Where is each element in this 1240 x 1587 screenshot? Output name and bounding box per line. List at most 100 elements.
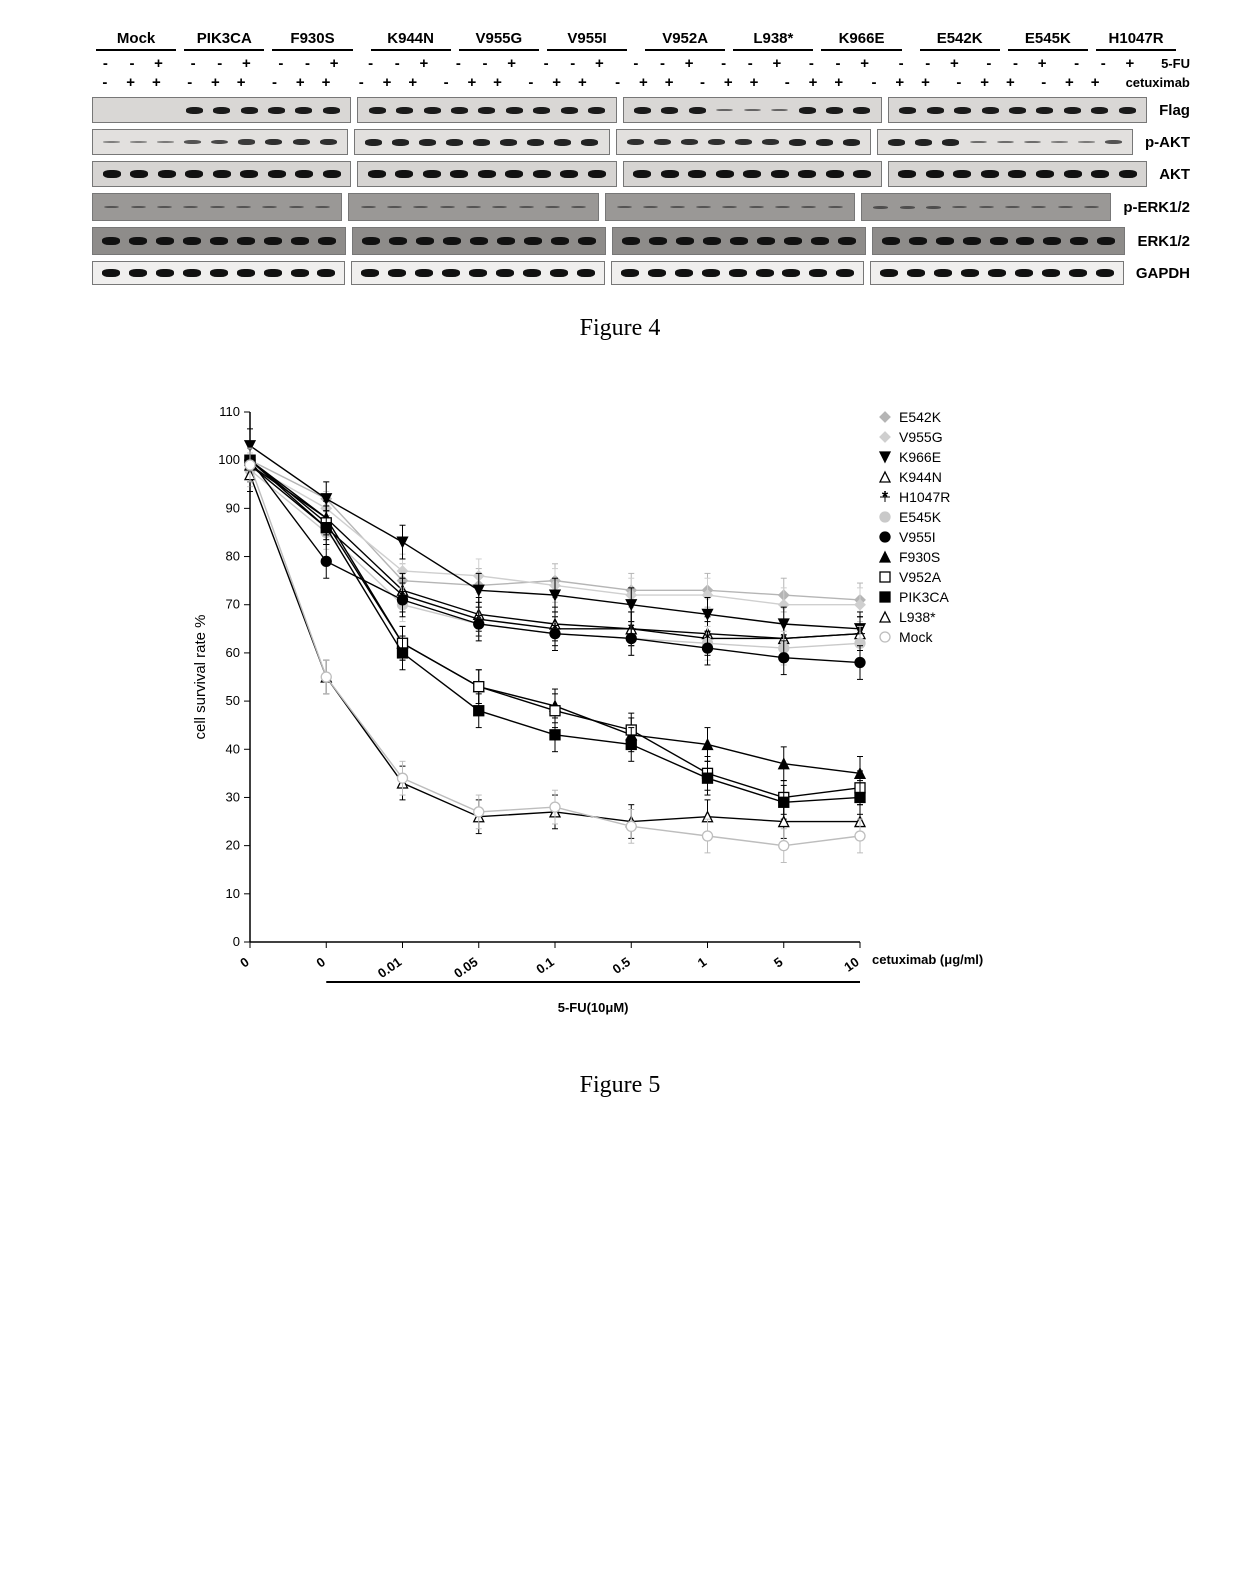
band: [828, 206, 843, 209]
treatment-sign: -: [268, 55, 295, 72]
band: [424, 107, 441, 114]
band: [1016, 237, 1034, 245]
svg-text:5: 5: [771, 954, 786, 970]
treatment-sign: +: [313, 74, 339, 91]
band: [1005, 206, 1020, 209]
band: [577, 269, 595, 277]
treatment-sign: -: [798, 55, 825, 72]
treatment-label: cetuximab: [1126, 75, 1190, 90]
treatment-sign: -: [559, 55, 586, 72]
band: [826, 107, 843, 114]
treatment-sign: -: [623, 55, 650, 72]
band: [649, 237, 667, 245]
group-label: H1047R: [1096, 30, 1176, 51]
band: [240, 170, 258, 178]
treatment-sign: +: [118, 74, 144, 91]
band: [496, 269, 514, 277]
band: [627, 139, 644, 145]
band: [318, 237, 336, 245]
band: [103, 170, 121, 178]
group-label: L938*: [733, 30, 813, 51]
band: [661, 107, 678, 114]
treatment-sign: +: [764, 55, 791, 72]
band: [395, 170, 413, 178]
band: [729, 269, 747, 277]
band: [396, 107, 413, 114]
band: [744, 109, 761, 112]
treatment-sign: +: [941, 55, 968, 72]
treatment-sign: -: [914, 55, 941, 72]
svg-text:1: 1: [695, 954, 710, 970]
treatment-sign: +: [826, 74, 852, 91]
treatment-sign: +: [1117, 55, 1144, 72]
band: [1008, 170, 1026, 178]
band: [186, 107, 203, 114]
blot-row-label: ERK1/2: [1137, 233, 1190, 250]
band: [130, 170, 148, 178]
band: [317, 269, 335, 277]
treatment-sign: +: [203, 74, 229, 91]
band: [210, 269, 228, 277]
treatment-sign: +: [800, 74, 826, 91]
band: [708, 139, 725, 145]
band: [545, 206, 560, 209]
svg-text:cetuximab (μg/ml): cetuximab (μg/ml): [872, 952, 983, 967]
group-label: PIK3CA: [184, 30, 264, 51]
band: [799, 107, 816, 114]
treatment-sign: +: [1057, 74, 1083, 91]
group-label: V952A: [645, 30, 725, 51]
band: [1091, 170, 1109, 178]
treatment-sign: -: [262, 74, 288, 91]
treatment-sign: -: [533, 55, 560, 72]
band: [961, 269, 979, 277]
blot-panel: [611, 261, 864, 285]
band: [184, 140, 201, 144]
blot-panel: [888, 161, 1147, 187]
treatment-sign: +: [287, 74, 313, 91]
band: [446, 139, 463, 146]
treatment-sign: -: [180, 55, 207, 72]
band: [183, 206, 198, 209]
band: [213, 170, 231, 178]
svg-text:30: 30: [226, 789, 240, 804]
band: [681, 139, 698, 145]
band: [1036, 170, 1054, 178]
svg-text:cell survival rate %: cell survival rate %: [192, 614, 209, 739]
blot-row-label: GAPDH: [1136, 265, 1190, 282]
treatment-sign: -: [433, 74, 459, 91]
blot-panel: [888, 97, 1147, 123]
band: [811, 237, 829, 245]
band: [775, 206, 790, 209]
treatment-sign: +: [887, 74, 913, 91]
band: [157, 141, 174, 143]
band: [702, 269, 720, 277]
band: [478, 107, 495, 114]
band: [368, 170, 386, 178]
svg-text:E545K: E545K: [899, 509, 942, 525]
svg-text:H1047R: H1047R: [899, 489, 950, 505]
blot-panel: [872, 227, 1126, 255]
svg-text:10: 10: [841, 954, 861, 975]
band: [295, 170, 313, 178]
treatment-sign: -: [445, 55, 472, 72]
blot-row: p-ERK1/2: [50, 193, 1190, 221]
treatment-sign: -: [1031, 74, 1057, 91]
treatment-sign: +: [411, 55, 438, 72]
band: [1097, 237, 1115, 245]
band: [988, 269, 1006, 277]
band: [648, 269, 666, 277]
band: [676, 237, 694, 245]
treatment-sign: -: [92, 55, 119, 72]
band: [900, 206, 915, 209]
band: [836, 269, 854, 277]
band: [211, 140, 228, 145]
band: [621, 269, 639, 277]
treatment-sign: +: [972, 74, 998, 91]
group-label: K966E: [821, 30, 901, 51]
treatment-sign: -: [690, 74, 716, 91]
band: [749, 206, 764, 209]
band: [415, 269, 433, 277]
band: [1009, 107, 1026, 114]
svg-text:0.1: 0.1: [533, 954, 556, 977]
treatment-sign: +: [631, 74, 657, 91]
